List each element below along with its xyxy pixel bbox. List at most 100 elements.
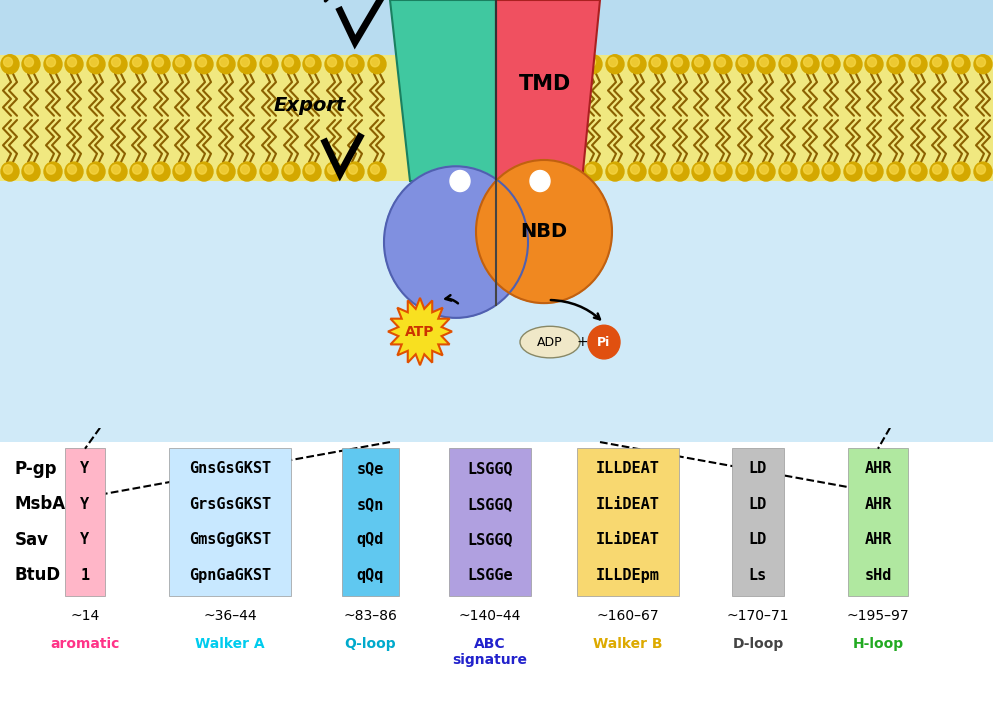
Circle shape bbox=[132, 57, 141, 67]
Circle shape bbox=[692, 55, 710, 73]
Circle shape bbox=[692, 162, 710, 181]
Text: ILiDEAT: ILiDEAT bbox=[596, 497, 660, 512]
Circle shape bbox=[173, 55, 191, 73]
Circle shape bbox=[976, 57, 985, 67]
Circle shape bbox=[325, 162, 343, 181]
Circle shape bbox=[824, 165, 833, 174]
Circle shape bbox=[912, 57, 921, 67]
Circle shape bbox=[25, 165, 34, 174]
Circle shape bbox=[671, 55, 689, 73]
Circle shape bbox=[865, 55, 883, 73]
Circle shape bbox=[779, 55, 797, 73]
Circle shape bbox=[346, 55, 364, 73]
Circle shape bbox=[757, 55, 775, 73]
Text: Walker B: Walker B bbox=[593, 637, 662, 651]
Polygon shape bbox=[390, 0, 496, 181]
Text: H-loop: H-loop bbox=[852, 637, 904, 651]
Circle shape bbox=[89, 57, 98, 67]
Text: sQe: sQe bbox=[356, 461, 383, 476]
Circle shape bbox=[22, 55, 40, 73]
Circle shape bbox=[89, 165, 98, 174]
Circle shape bbox=[262, 165, 271, 174]
Circle shape bbox=[651, 57, 660, 67]
Circle shape bbox=[152, 162, 170, 181]
Circle shape bbox=[760, 57, 769, 67]
Text: +: + bbox=[576, 335, 588, 349]
Circle shape bbox=[844, 55, 862, 73]
Circle shape bbox=[631, 165, 639, 174]
Circle shape bbox=[868, 165, 877, 174]
Circle shape bbox=[628, 55, 646, 73]
Circle shape bbox=[952, 162, 970, 181]
Circle shape bbox=[932, 165, 941, 174]
FancyBboxPatch shape bbox=[169, 448, 291, 596]
Circle shape bbox=[4, 57, 13, 67]
Circle shape bbox=[238, 55, 256, 73]
Circle shape bbox=[260, 55, 278, 73]
Circle shape bbox=[932, 57, 941, 67]
Circle shape bbox=[25, 57, 34, 67]
FancyBboxPatch shape bbox=[848, 448, 908, 596]
Text: GpnGaGKST: GpnGaGKST bbox=[189, 568, 271, 583]
Text: LSGGQ: LSGGQ bbox=[467, 497, 512, 512]
Circle shape bbox=[954, 57, 963, 67]
Circle shape bbox=[262, 57, 271, 67]
Circle shape bbox=[219, 165, 228, 174]
FancyBboxPatch shape bbox=[732, 448, 784, 596]
Circle shape bbox=[824, 57, 833, 67]
Circle shape bbox=[68, 165, 76, 174]
Circle shape bbox=[587, 57, 596, 67]
Bar bbox=[0, 179, 993, 442]
Text: Sav: Sav bbox=[15, 531, 49, 549]
FancyBboxPatch shape bbox=[342, 448, 398, 596]
Text: sQn: sQn bbox=[356, 497, 383, 512]
Circle shape bbox=[219, 57, 228, 67]
Circle shape bbox=[306, 57, 315, 67]
Circle shape bbox=[65, 162, 83, 181]
Circle shape bbox=[803, 165, 812, 174]
Text: qQd: qQd bbox=[356, 533, 383, 548]
Circle shape bbox=[739, 165, 748, 174]
Circle shape bbox=[584, 55, 602, 73]
Circle shape bbox=[173, 162, 191, 181]
Circle shape bbox=[631, 57, 639, 67]
Circle shape bbox=[588, 325, 620, 359]
Circle shape bbox=[930, 55, 948, 73]
Circle shape bbox=[781, 57, 790, 67]
Circle shape bbox=[530, 170, 550, 192]
Circle shape bbox=[217, 162, 235, 181]
Circle shape bbox=[130, 162, 148, 181]
Circle shape bbox=[717, 57, 726, 67]
Circle shape bbox=[4, 165, 13, 174]
Text: ATP: ATP bbox=[405, 324, 435, 339]
Circle shape bbox=[328, 165, 337, 174]
Circle shape bbox=[649, 55, 667, 73]
Polygon shape bbox=[496, 0, 600, 181]
Text: AHR: AHR bbox=[864, 533, 892, 548]
Circle shape bbox=[240, 57, 249, 67]
Circle shape bbox=[609, 57, 618, 67]
Text: ~36–44: ~36–44 bbox=[204, 609, 257, 623]
Circle shape bbox=[890, 57, 899, 67]
Text: qQq: qQq bbox=[356, 568, 383, 583]
Circle shape bbox=[328, 57, 337, 67]
Circle shape bbox=[217, 55, 235, 73]
Circle shape bbox=[714, 162, 732, 181]
Circle shape bbox=[65, 55, 83, 73]
Circle shape bbox=[152, 55, 170, 73]
Text: GmsGgGKST: GmsGgGKST bbox=[189, 533, 271, 548]
Text: ABC
signature: ABC signature bbox=[453, 637, 527, 667]
Circle shape bbox=[846, 57, 856, 67]
Circle shape bbox=[346, 162, 364, 181]
Ellipse shape bbox=[520, 327, 580, 358]
Circle shape bbox=[671, 162, 689, 181]
Text: LSGGe: LSGGe bbox=[467, 568, 512, 583]
Circle shape bbox=[132, 165, 141, 174]
Circle shape bbox=[673, 165, 682, 174]
FancyBboxPatch shape bbox=[449, 448, 531, 596]
Circle shape bbox=[822, 162, 840, 181]
Bar bbox=[0, 0, 993, 179]
Text: TMD: TMD bbox=[519, 74, 571, 94]
Text: Pi: Pi bbox=[598, 336, 611, 349]
Circle shape bbox=[349, 57, 357, 67]
